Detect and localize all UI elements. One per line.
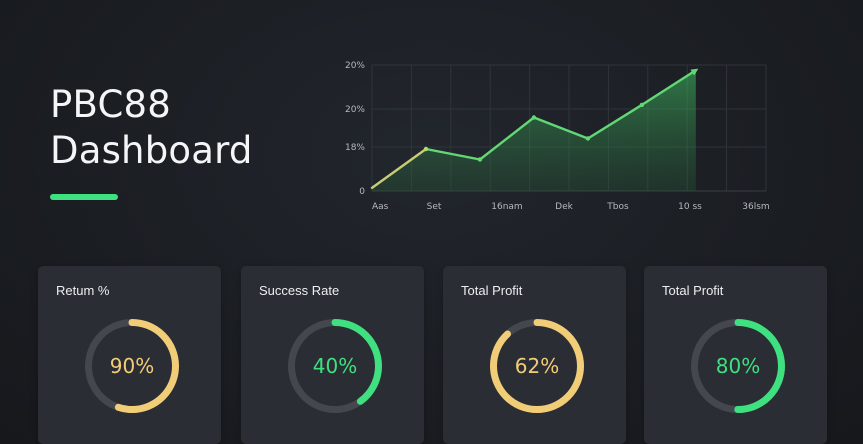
metric-card-total-profit[interactable]: Total Profit 62% <box>443 266 626 444</box>
series-line-segment <box>586 103 644 140</box>
ring-gauge-svg <box>85 319 179 413</box>
gauge-value: 90% <box>109 354 155 378</box>
gauge-progress-arc <box>288 319 382 413</box>
gauge-value: 80% <box>715 354 761 378</box>
y-tick-label: 0 <box>359 187 365 197</box>
chart-svg: 20% 20% 18% 0 Aas Set 16nam Dek Tbos 10 ss 36lsm <box>345 61 770 212</box>
title-line-2: Dashboard <box>50 129 253 172</box>
x-tick-label: 36lsm <box>742 202 769 212</box>
metric-card-return[interactable]: Retum % 90% <box>38 266 221 444</box>
data-point <box>477 157 483 162</box>
metric-card-success-rate[interactable]: Success Rate 40% <box>241 266 424 444</box>
gauge-progress-arc <box>490 319 584 413</box>
ring-gauge: 62% <box>487 316 587 416</box>
metric-card-total-profit-2[interactable]: Total Profit 80% <box>644 266 827 444</box>
y-tick-label: 20% <box>345 105 365 115</box>
x-tick-label: Dek <box>555 202 573 212</box>
performance-chart: 20% 20% 18% 0 Aas Set 16nam Dek Tbos 10 ss 36lsm <box>330 50 780 220</box>
x-tick-label: Tbos <box>606 202 629 212</box>
data-point <box>639 102 645 108</box>
gauge-progress-arc <box>691 319 785 413</box>
series-line-segment <box>424 147 482 161</box>
x-tick-label: 10 ss <box>678 202 702 212</box>
ring-gauge-svg <box>691 319 785 413</box>
gauge-value: 62% <box>514 354 560 378</box>
card-label: Total Profit <box>461 283 523 298</box>
ring-gauge: 80% <box>688 316 788 416</box>
data-point <box>585 136 591 141</box>
chart-area-fill <box>372 70 696 191</box>
y-tick-label: 18% <box>345 143 365 153</box>
card-label: Total Profit <box>662 283 724 298</box>
y-tick-label: 20% <box>345 61 365 71</box>
card-label: Retum % <box>56 283 110 298</box>
ring-gauge-svg <box>490 319 584 413</box>
ring-gauge: 90% <box>82 316 182 416</box>
series-line-segment <box>478 116 536 161</box>
ring-gauge-svg <box>288 319 382 413</box>
data-point <box>531 115 537 120</box>
trend-arrow-icon <box>690 68 699 76</box>
series-line-segment <box>532 116 590 140</box>
series-line-segment <box>370 147 428 190</box>
gauge-progress-arc <box>85 319 179 413</box>
title-line-1: PBC88 <box>50 83 171 126</box>
x-tick-label: Aas <box>372 202 389 212</box>
title-underline <box>50 194 118 200</box>
x-tick-label: 16nam <box>491 202 522 212</box>
gauge-value: 40% <box>312 354 358 378</box>
ring-gauge: 40% <box>285 316 385 416</box>
data-point <box>423 146 429 152</box>
series-line-segment <box>640 69 698 107</box>
card-label: Success Rate <box>259 283 340 298</box>
x-tick-label: Set <box>427 202 442 212</box>
metric-cards: Retum % 90% Success Rate 40% Total Profi… <box>38 266 828 444</box>
dashboard-title: PBC88 Dashboard <box>50 82 253 174</box>
